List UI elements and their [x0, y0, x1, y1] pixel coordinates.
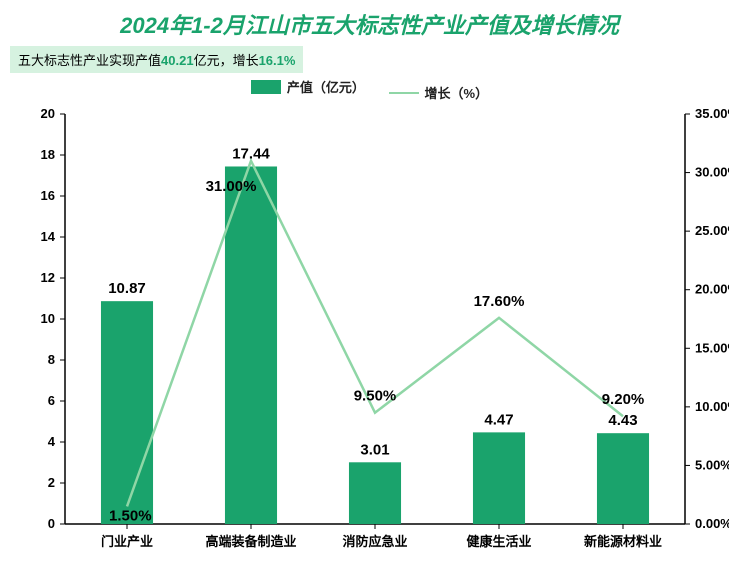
category-label: 消防应急业 — [342, 534, 407, 549]
y-left-tick-label: 6 — [48, 393, 55, 408]
legend-bar-label: 产值（亿元） — [287, 77, 365, 96]
y-left-tick-label: 18 — [41, 147, 55, 162]
y-right-tick-label: 20.00% — [695, 282, 729, 297]
subtitle-unit1: 亿元，增长 — [194, 53, 259, 68]
line-value-label: 9.50% — [354, 388, 397, 405]
line-value-label: 9.20% — [602, 391, 645, 408]
legend-line-label: 增长（%） — [425, 83, 489, 102]
legend: 产值（亿元） 增长（%） — [10, 77, 729, 102]
line-value-label: 17.60% — [474, 293, 525, 310]
y-left-tick-label: 12 — [41, 270, 55, 285]
legend-line-item: 增长（%） — [389, 83, 489, 102]
y-left-tick-label: 20 — [41, 106, 55, 121]
line-value-label: 31.00% — [206, 178, 257, 195]
bar-value-label: 4.43 — [608, 412, 637, 429]
bar — [473, 432, 525, 524]
line-value-label: 1.50% — [109, 507, 152, 524]
bar-value-label: 4.47 — [484, 411, 513, 428]
bar — [349, 462, 401, 524]
category-label: 健康生活业 — [466, 534, 531, 549]
category-label: 新能源材料业 — [584, 534, 662, 549]
y-left-tick-label: 14 — [41, 229, 56, 244]
bar-value-label: 17.44 — [232, 145, 270, 162]
y-left-tick-label: 0 — [48, 516, 55, 531]
bar-value-label: 10.87 — [108, 280, 146, 297]
y-right-tick-label: 5.00% — [695, 457, 729, 472]
y-left-tick-label: 10 — [41, 311, 55, 326]
y-left-tick-label: 8 — [48, 352, 55, 367]
y-right-tick-label: 30.00% — [695, 165, 729, 180]
y-left-tick-label: 4 — [48, 434, 56, 449]
subtitle-box: 五大标志性产业实现产值40.21亿元，增长16.1% — [10, 46, 303, 73]
y-right-tick-label: 10.00% — [695, 399, 729, 414]
chart-title: 2024年1-2月江山市五大标志性产业产值及增长情况 — [10, 8, 729, 40]
chart-container: 2024年1-2月江山市五大标志性产业产值及增长情况 五大标志性产业实现产值40… — [0, 0, 739, 582]
legend-bar-item: 产值（亿元） — [251, 77, 365, 96]
y-right-tick-label: 15.00% — [695, 340, 729, 355]
bar — [225, 166, 277, 524]
bar — [101, 301, 153, 524]
y-left-tick-label: 16 — [41, 188, 55, 203]
legend-bar-swatch — [251, 80, 281, 94]
bar — [597, 433, 649, 524]
category-label: 门业产业 — [101, 534, 153, 549]
subtitle-prefix: 五大标志性产业实现产值 — [18, 53, 161, 68]
chart-plot-area: 0 2 4 6 8 10 12 14 16 18 20 0.00% 5.00% 10.00% 15.00% 2… — [10, 104, 729, 574]
y-left-tick-label: 2 — [48, 475, 55, 490]
y-right-tick-label: 0.00% — [695, 516, 729, 531]
legend-line-swatch — [389, 92, 419, 94]
subtitle-value2: 16.1% — [259, 53, 296, 68]
y-right-tick-label: 25.00% — [695, 223, 729, 238]
category-label: 高端装备制造业 — [205, 534, 296, 549]
subtitle-value1: 40.21 — [161, 53, 194, 68]
chart-svg: 0 2 4 6 8 10 12 14 16 18 20 0.00% 5.00% 10.00% 15.00% 2… — [10, 104, 729, 574]
bar-value-label: 3.01 — [360, 441, 389, 458]
y-right-tick-label: 35.00% — [695, 106, 729, 121]
